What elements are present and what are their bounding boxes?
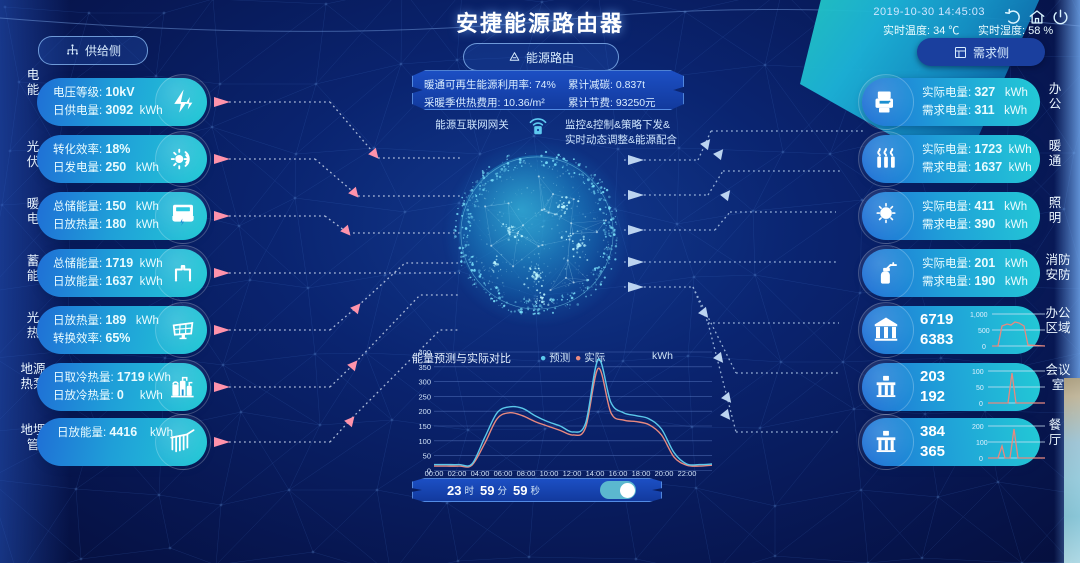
svg-text:04:00: 04:00 [471,469,490,478]
svg-text:0: 0 [979,456,983,463]
svg-text:16:00: 16:00 [609,469,628,478]
svg-text:08:00: 08:00 [517,469,536,478]
svg-text:18:00: 18:00 [632,469,651,478]
svg-text:20:00: 20:00 [655,469,674,478]
svg-text:10:00: 10:00 [540,469,559,478]
svg-text:0: 0 [979,401,983,408]
svg-text:500: 500 [978,328,990,335]
svg-text:50: 50 [976,385,984,392]
svg-text:100: 100 [976,440,988,447]
svg-text:200: 200 [972,424,984,431]
svg-text:12:00: 12:00 [563,469,582,478]
svg-text:100: 100 [972,369,984,376]
svg-text:1,000: 1,000 [970,312,988,319]
svg-text:06:00: 06:00 [494,469,513,478]
svg-text:22:00: 22:00 [678,469,697,478]
svg-text:00:00: 00:00 [425,469,444,478]
svg-text:14:00: 14:00 [586,469,605,478]
svg-text:0: 0 [982,344,986,351]
svg-text:02:00: 02:00 [448,469,467,478]
